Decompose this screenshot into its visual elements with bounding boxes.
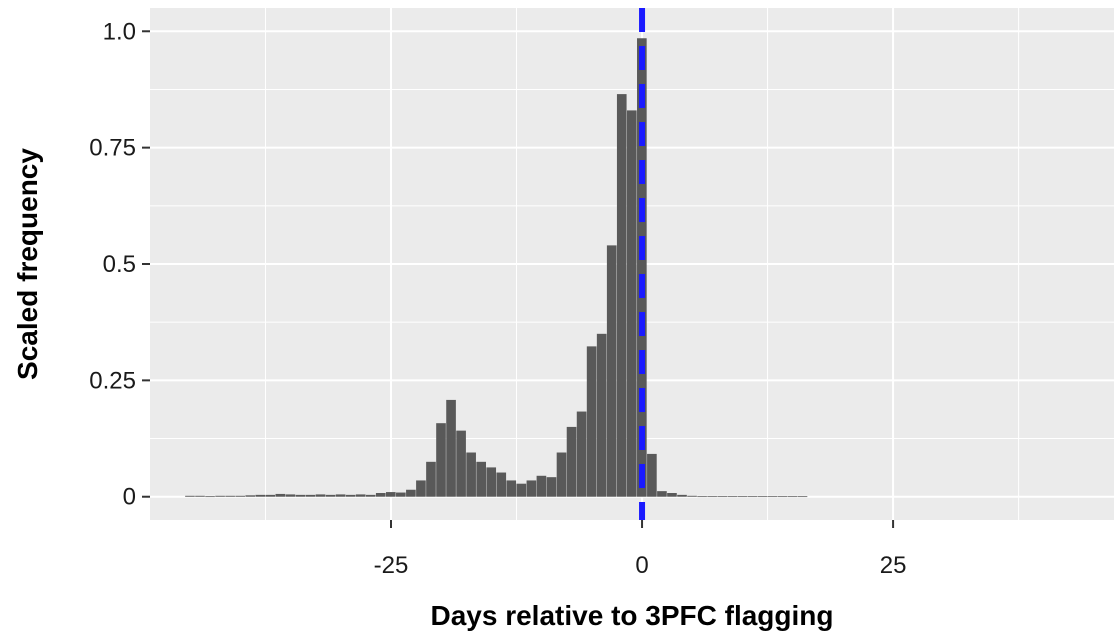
- histogram-bar: [757, 496, 768, 498]
- histogram-bar: [717, 496, 727, 498]
- histogram-bar: [436, 423, 446, 497]
- histogram-bar: [295, 494, 306, 497]
- histogram-bar: [606, 245, 617, 497]
- histogram-bar: [697, 496, 707, 498]
- y-tick-label: 0.75: [89, 135, 136, 162]
- histogram-bar: [325, 494, 336, 497]
- histogram-bar: [657, 491, 667, 497]
- histogram-bar: [596, 333, 607, 497]
- histogram-bar: [275, 493, 286, 497]
- histogram-bar: [576, 411, 587, 497]
- x-tick-label: 25: [880, 552, 907, 579]
- histogram-bar: [345, 494, 356, 497]
- histogram-bar: [737, 496, 748, 498]
- histogram-bar: [556, 452, 567, 497]
- histogram-bar: [647, 453, 657, 497]
- histogram-bar: [506, 480, 517, 497]
- histogram-bar: [616, 94, 627, 497]
- histogram-bars: [185, 38, 808, 498]
- y-axis-title: Scaled frequency: [12, 148, 43, 380]
- histogram-bar: [446, 399, 456, 497]
- histogram-bar: [566, 426, 577, 497]
- histogram-bar: [396, 492, 406, 497]
- histogram-bar: [626, 110, 637, 497]
- histogram-bar: [205, 496, 215, 498]
- x-tick-label: -25: [374, 552, 409, 579]
- histogram-bar: [185, 495, 195, 497]
- y-tick-label: 0.25: [89, 367, 136, 394]
- x-axis: -25 0 25: [374, 520, 907, 579]
- histogram-bar: [305, 494, 316, 497]
- histogram-bar: [225, 495, 235, 497]
- histogram-bar: [285, 494, 296, 497]
- histogram-bar: [546, 477, 557, 497]
- histogram-bar: [235, 495, 245, 497]
- histogram-bar: [637, 38, 647, 497]
- y-tick-label: 1.0: [103, 18, 136, 45]
- histogram-bar: [195, 495, 205, 497]
- histogram-bar: [516, 483, 527, 497]
- histogram-bar: [486, 467, 497, 497]
- histogram-bar: [787, 496, 798, 498]
- histogram-bar: [255, 494, 266, 497]
- histogram-bar: [797, 496, 808, 498]
- histogram-bar: [375, 493, 386, 497]
- histogram-bar: [265, 494, 276, 497]
- histogram-bar: [456, 430, 466, 497]
- histogram-bar: [476, 461, 486, 497]
- histogram-bar: [667, 493, 677, 497]
- histogram-bar: [586, 346, 597, 497]
- histogram-bar: [496, 472, 507, 497]
- histogram-bar: [677, 494, 687, 497]
- histogram-bar: [727, 496, 738, 498]
- histogram-bar: [215, 495, 225, 497]
- histogram-bar: [536, 475, 547, 497]
- histogram-bar: [767, 496, 778, 498]
- histogram-bar: [385, 492, 396, 497]
- histogram-bar: [365, 494, 376, 497]
- histogram-bar: [466, 452, 476, 497]
- histogram-bar: [426, 461, 436, 497]
- histogram-bar: [687, 495, 697, 497]
- histogram-bar: [707, 496, 717, 498]
- y-axis: 0 0.25 0.5 0.75 1.0: [89, 18, 150, 511]
- histogram-bar: [335, 494, 346, 497]
- histogram-bar: [526, 480, 537, 497]
- x-axis-title: Days relative to 3PFC flagging: [431, 600, 834, 631]
- histogram-bar: [777, 496, 788, 498]
- histogram-bar: [406, 489, 416, 497]
- histogram-bar: [245, 495, 256, 497]
- x-tick-label: 0: [635, 552, 648, 579]
- histogram-bar: [315, 494, 326, 497]
- histogram-bar: [416, 480, 426, 497]
- histogram-bar: [355, 494, 366, 497]
- y-tick-label: 0.5: [103, 251, 136, 278]
- histogram-bar: [747, 496, 758, 498]
- y-tick-label: 0: [123, 484, 136, 511]
